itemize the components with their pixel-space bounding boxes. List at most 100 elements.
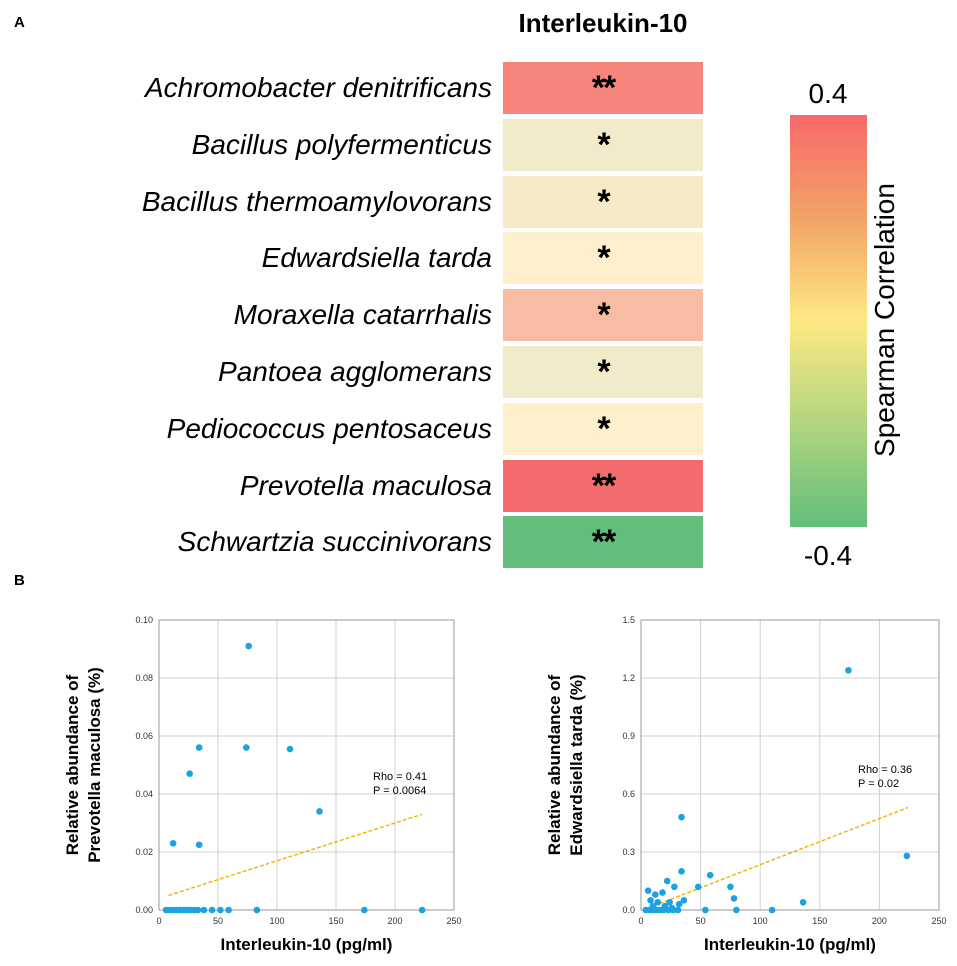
data-point xyxy=(644,887,652,894)
y-tick-label: 0.06 xyxy=(135,731,153,741)
heatmap-row-label: Edwardsiella tarda xyxy=(261,242,492,274)
data-point xyxy=(706,871,714,879)
data-point xyxy=(654,898,661,906)
y-axis-title-line2: Prevotella maculosa (%) xyxy=(85,667,104,863)
y-tick-label: 0.3 xyxy=(622,847,635,857)
heatmap-cell: * xyxy=(503,175,703,228)
data-point xyxy=(243,744,250,751)
data-point xyxy=(733,906,740,914)
data-point xyxy=(169,840,177,847)
x-axis-title: Interleukin-10 (pg/ml) xyxy=(704,935,876,954)
y-axis-title-line2: Edwardsiella tarda (%) xyxy=(567,674,586,855)
y-tick-label: 0.9 xyxy=(622,731,635,741)
y-tick-label: 0.6 xyxy=(622,789,635,799)
panel-label-a: A xyxy=(14,14,25,31)
data-point xyxy=(361,906,368,914)
y-tick-label: 1.5 xyxy=(622,615,635,625)
data-point xyxy=(225,906,232,914)
heatmap-cell: * xyxy=(503,346,703,398)
y-tick-label: 0.0 xyxy=(622,905,635,915)
data-point xyxy=(186,770,193,777)
heatmap-cell: ** xyxy=(503,459,703,512)
heatmap-row-label: Pediococcus pentosaceus xyxy=(166,412,492,444)
y-tick-label: 0.02 xyxy=(135,847,153,857)
trend-line xyxy=(168,813,423,897)
p-value-annotation: P = 0.0064 xyxy=(373,785,426,797)
data-point xyxy=(647,897,654,904)
heatmap-cell: ** xyxy=(503,516,703,569)
x-tick-label: 200 xyxy=(872,916,887,926)
data-point xyxy=(702,906,709,914)
data-point xyxy=(799,898,807,906)
data-point xyxy=(845,666,852,674)
data-point xyxy=(694,883,702,891)
x-tick-label: 200 xyxy=(387,916,402,926)
data-point xyxy=(208,906,216,914)
plot-frame xyxy=(158,619,455,911)
y-tick-label: 0.04 xyxy=(135,789,153,799)
heatmap-row-label: Achromobacter denitrificans xyxy=(144,72,492,103)
data-point xyxy=(674,906,682,914)
x-tick-label: 0 xyxy=(156,916,161,926)
heatmap-cell: * xyxy=(503,232,703,285)
heatmap-cell: * xyxy=(503,118,703,171)
panel-label-b: B xyxy=(14,572,25,589)
trend-line xyxy=(647,806,909,909)
colorbar-title: Spearman Correlation xyxy=(869,183,900,457)
x-tick-label: 150 xyxy=(328,916,343,926)
data-point xyxy=(418,906,426,914)
x-axis-title: Interleukin-10 (pg/ml) xyxy=(221,935,393,954)
data-point xyxy=(195,841,203,849)
colorbar-max-label: 0.4 xyxy=(808,78,848,109)
heatmap-cell: * xyxy=(503,289,703,342)
rho-annotation: Rho = 0.41 xyxy=(373,771,427,783)
data-point xyxy=(675,900,683,908)
p-value-annotation: P = 0.02 xyxy=(858,778,899,790)
data-point xyxy=(666,898,673,906)
heatmap-title: Interleukin-10 xyxy=(518,8,688,38)
data-point xyxy=(730,895,738,902)
data-point xyxy=(659,889,666,896)
x-tick-label: 0 xyxy=(638,916,643,926)
heatmap-row-label: Prevotella maculosa xyxy=(239,469,492,501)
x-tick-label: 250 xyxy=(446,916,461,926)
data-point xyxy=(768,906,776,914)
data-point xyxy=(195,744,203,751)
y-tick-label: 0.10 xyxy=(135,615,153,625)
x-tick-label: 250 xyxy=(931,916,946,926)
data-point xyxy=(316,808,323,815)
heatmap-cell: ** xyxy=(503,62,703,114)
y-tick-label: 0.00 xyxy=(135,905,153,915)
heatmap-row-label: Bacillus thermoamylovorans xyxy=(141,185,492,217)
heatmap-cell: * xyxy=(503,402,703,455)
data-point xyxy=(669,906,677,914)
rho-annotation: Rho = 0.36 xyxy=(858,764,912,776)
data-point xyxy=(663,877,671,885)
data-point xyxy=(680,897,688,904)
data-point xyxy=(678,868,685,875)
data-point xyxy=(678,813,685,821)
heatmap-row-label: Pantoea agglomerans xyxy=(218,356,492,387)
colorbar xyxy=(790,115,867,527)
data-point xyxy=(671,883,678,891)
y-axis-title-line1: Relative abundance of xyxy=(63,674,82,855)
data-point xyxy=(253,906,261,914)
data-point xyxy=(286,745,294,753)
data-point xyxy=(652,891,659,898)
heatmap-row-label: Schwartzia succinivorans xyxy=(177,526,492,558)
data-point xyxy=(727,883,734,891)
y-tick-label: 0.08 xyxy=(135,673,153,683)
x-tick-label: 150 xyxy=(812,916,827,926)
colorbar-min-label: -0.4 xyxy=(803,540,853,571)
data-point xyxy=(200,906,208,914)
data-point xyxy=(217,906,224,914)
data-point xyxy=(660,906,667,914)
y-axis-title-line1: Relative abundance of xyxy=(545,674,564,855)
data-point xyxy=(665,906,672,914)
heatmap-row-label: Moraxella catarrhalis xyxy=(233,299,492,331)
x-tick-label: 100 xyxy=(753,916,768,926)
data-point xyxy=(903,852,911,860)
heatmap-row-label: Bacillus polyfermenticus xyxy=(191,128,492,160)
x-tick-label: 50 xyxy=(696,916,706,926)
data-point xyxy=(194,906,202,914)
